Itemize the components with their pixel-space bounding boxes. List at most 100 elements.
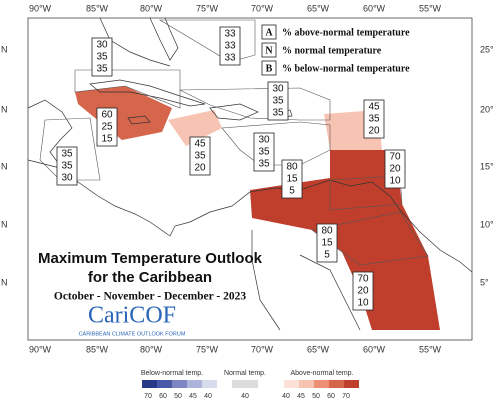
probability-value: 33 [224, 41, 236, 52]
probability-value: 33 [224, 29, 236, 40]
legend-key [261, 24, 277, 40]
legend-letter: N [265, 45, 273, 56]
probability-box [189, 136, 211, 176]
lat-label: N [1, 219, 8, 229]
probability-value: 80 [286, 162, 298, 173]
legend-key [261, 60, 277, 76]
probability-box [91, 37, 113, 77]
lon-label: 80°W [140, 344, 163, 354]
probability-value: 35 [61, 161, 73, 172]
lat-label: 25° [480, 44, 494, 54]
legend-text: % normal temperature [282, 45, 382, 56]
probability-value: 30 [272, 84, 284, 95]
legend-text: % below-normal temperature [282, 63, 410, 74]
colorbar-tick: 40 [241, 393, 249, 400]
probability-value: 30 [96, 40, 108, 51]
probability-value: 30 [61, 173, 73, 184]
probability-value: 20 [368, 126, 380, 137]
lon-label: 70°W [251, 3, 274, 13]
colorbar-tick: 45 [189, 393, 197, 400]
probability-box [363, 99, 385, 139]
probability-value: 35 [368, 114, 380, 125]
probability-value: 35 [272, 108, 284, 119]
lat-label: 10° [480, 219, 494, 229]
colorbar-label: Below-normal temp. [141, 370, 203, 377]
lon-label: 70°W [251, 344, 274, 354]
colorbar-tick: 40 [282, 393, 290, 400]
colorbar-swatch [172, 380, 187, 388]
region-shade [75, 86, 172, 140]
probability-value: 35 [258, 159, 270, 170]
probability-box [96, 107, 118, 147]
lon-label: 85°W [86, 344, 109, 354]
lat-label: N [1, 104, 8, 114]
colorbar-tick: 50 [312, 393, 320, 400]
colorbar-tick: 60 [327, 393, 335, 400]
lon-label: 75°W [196, 344, 219, 354]
legend-key [261, 42, 277, 58]
region-shade [168, 110, 222, 146]
legend-text: % above-normal temperature [282, 27, 410, 38]
lon-label: 55°W [419, 3, 442, 13]
colorbar-tick: 40 [204, 393, 212, 400]
probability-box [281, 159, 303, 199]
probability-value: 70 [389, 152, 401, 163]
colorbar-swatch [329, 380, 344, 388]
probability-value: 15 [321, 238, 333, 249]
probability-box [219, 26, 241, 66]
probability-value: 10 [357, 298, 369, 309]
probability-value: 15 [101, 134, 113, 145]
lon-label: 75°W [196, 3, 219, 13]
legend-letter: A [265, 27, 273, 38]
probability-value: 80 [321, 226, 333, 237]
lon-label: 60°W [363, 344, 386, 354]
lon-label: 55°W [419, 344, 442, 354]
lon-label: 90°W [29, 344, 52, 354]
colorbar-tick: 45 [297, 393, 305, 400]
colorbar-swatch [284, 380, 299, 388]
lat-label: 15° [480, 161, 494, 171]
probability-value: 25 [101, 122, 113, 133]
colorbar-tick: 70 [144, 393, 152, 400]
probability-value: 35 [272, 96, 284, 107]
lon-label: 80°W [140, 3, 163, 13]
probability-box [267, 81, 289, 121]
probability-value: 5 [324, 250, 330, 261]
logo: CariCOF [88, 303, 176, 329]
probability-box [352, 271, 374, 311]
probability-value: 10 [389, 176, 401, 187]
legend-letter: B [266, 63, 273, 74]
title: Maximum Temperature Outlook [38, 250, 263, 267]
legend-box [258, 22, 420, 78]
probability-box [253, 132, 275, 172]
colorbar-swatch [344, 380, 359, 388]
lon-label: 65°W [307, 3, 330, 13]
probability-value: 5 [289, 186, 295, 197]
colorbar-tick: 70 [342, 393, 350, 400]
colorbar-swatch [142, 380, 157, 388]
lat-label: N [1, 161, 8, 171]
lat-label: 20° [480, 104, 494, 114]
colorbar-tick: 50 [174, 393, 182, 400]
lon-label: 65°W [307, 344, 330, 354]
probability-value: 35 [96, 52, 108, 63]
colorbar-label: Normal temp. [224, 370, 266, 377]
region-boundaries [39, 19, 429, 266]
probability-value: 35 [258, 147, 270, 158]
colorbar-swatch [314, 380, 329, 388]
lon-label: 60°W [363, 3, 386, 13]
lat-label: N [1, 44, 8, 54]
colorbar-swatch [157, 380, 172, 388]
probability-value: 60 [101, 110, 113, 121]
probability-value: 45 [194, 139, 206, 150]
lat-label: 5° [480, 277, 489, 287]
colorbar-tick: 60 [159, 393, 167, 400]
probability-value: 20 [357, 286, 369, 297]
probability-value: 45 [368, 102, 380, 113]
probability-box [56, 146, 78, 186]
period: October - November - December - 2023 [54, 291, 246, 303]
probability-box [384, 149, 406, 189]
colorbar-swatch [187, 380, 202, 388]
probability-value: 35 [61, 149, 73, 160]
